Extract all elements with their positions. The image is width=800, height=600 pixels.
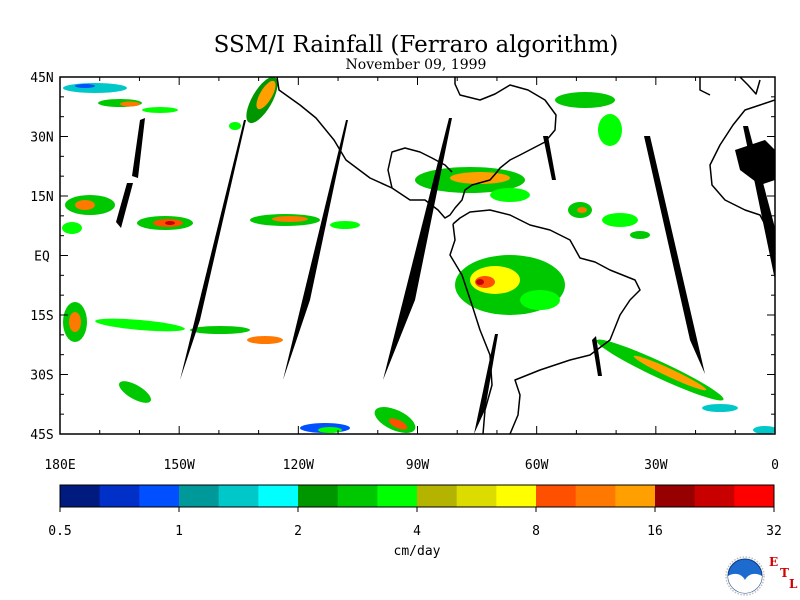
colorbar-tick-label: 2 xyxy=(294,524,302,539)
colorbar-swatch xyxy=(575,485,616,507)
lat-ticks: 45N 30N 15N EQ 15S 30S 45S xyxy=(30,71,775,443)
colorbar: 0.5 1 2 4 8 16 32 xyxy=(48,484,782,539)
chart-title: SSM/I Rainfall (Ferraro algorithm) xyxy=(214,32,619,58)
africa-coastline xyxy=(709,99,775,246)
lon-ticks: 180E 150W 120W 90W 60W 30W 0 xyxy=(44,77,779,473)
data-gap-swath xyxy=(644,136,705,374)
greenland-coastline xyxy=(699,77,711,96)
colorbar-swatch xyxy=(536,485,577,507)
colorbar-swatch xyxy=(139,485,180,507)
colorbar-swatch xyxy=(218,485,259,507)
colorbar-swatch xyxy=(179,485,220,507)
colorbar-swatch xyxy=(298,485,339,507)
rain-band-itcz-central xyxy=(250,214,360,229)
rain-band-north-pacific xyxy=(63,83,178,113)
lon-tick-label: 0 xyxy=(771,458,779,473)
noaa-bird-icon xyxy=(728,573,762,593)
rainfall-patches xyxy=(62,77,775,434)
lat-tick-label: 45S xyxy=(30,428,53,443)
lat-tick-label: EQ xyxy=(34,250,50,265)
lon-tick-label: 60W xyxy=(525,458,549,473)
rain-band-amazon xyxy=(455,255,565,315)
colorbar-swatch xyxy=(615,485,656,507)
data-gap-swath xyxy=(180,120,246,380)
gulf-coast xyxy=(387,147,453,189)
data-gap-swath xyxy=(543,136,556,180)
data-gap-swath xyxy=(383,118,452,380)
colorbar-tick-label: 32 xyxy=(766,524,782,539)
colorbar-swatch xyxy=(734,485,775,507)
colorbar-tick-label: 8 xyxy=(532,524,540,539)
data-gap-swath xyxy=(132,118,145,178)
rain-band-atlantic xyxy=(555,92,650,239)
colorbar-tick-label: 0.5 xyxy=(48,524,71,539)
data-gap-swath xyxy=(283,120,348,380)
lon-tick-label: 90W xyxy=(406,458,430,473)
colorbar-swatch xyxy=(694,485,735,507)
logo-letter-l: L xyxy=(789,577,798,591)
rain-band-itcz-west xyxy=(62,195,193,234)
lat-tick-label: 15S xyxy=(30,309,53,324)
data-gap-swath xyxy=(474,334,498,434)
colorbar-tick-label: 4 xyxy=(413,524,421,539)
colorbar-swatch xyxy=(258,485,299,507)
colorbar-swatch xyxy=(417,485,458,507)
lat-tick-label: 15N xyxy=(30,190,53,205)
map-plot-area xyxy=(60,77,775,434)
colorbar-swatch xyxy=(456,485,497,507)
lat-tick-label: 45N xyxy=(30,71,53,86)
data-gap-swath xyxy=(116,183,133,228)
satellite-data-gaps xyxy=(116,118,775,434)
colorbar-swatch xyxy=(496,485,537,507)
colorbar-swatch xyxy=(377,485,418,507)
colorbar-swatch xyxy=(99,485,140,507)
rain-band-spcz xyxy=(63,302,283,403)
colorbar-tick-label: 1 xyxy=(175,524,183,539)
data-gap-swath xyxy=(592,336,602,376)
rain-band-south-pacific xyxy=(300,407,775,434)
north-america-coastline xyxy=(276,77,557,219)
colorbar-tick-label: 16 xyxy=(647,524,663,539)
logo-letter-t: T xyxy=(780,566,789,580)
lon-tick-label: 30W xyxy=(644,458,668,473)
logo-letter-e: E xyxy=(769,555,778,569)
colorbar-swatch xyxy=(60,485,101,507)
noaa-etl-logo: E T L xyxy=(725,555,798,596)
lon-tick-label: 150W xyxy=(164,458,195,473)
colorbar-unit-label: cm/day xyxy=(394,544,441,559)
colorbar-swatch xyxy=(655,485,696,507)
lon-tick-label: 120W xyxy=(283,458,314,473)
europe-coastline xyxy=(739,77,761,95)
chart-date: November 09, 1999 xyxy=(346,57,487,73)
noaa-logo-ring xyxy=(725,556,765,596)
lat-tick-label: 30S xyxy=(30,369,53,384)
rain-band-northeast-pacific xyxy=(229,77,278,130)
lon-tick-label: 180E xyxy=(44,458,75,473)
colorbar-swatch xyxy=(337,485,378,507)
lat-tick-label: 30N xyxy=(30,131,53,146)
rain-band-south-atlantic xyxy=(596,339,738,412)
data-gap-blob xyxy=(735,140,775,185)
south-america-coastline xyxy=(449,209,641,434)
coastlines xyxy=(276,77,775,434)
